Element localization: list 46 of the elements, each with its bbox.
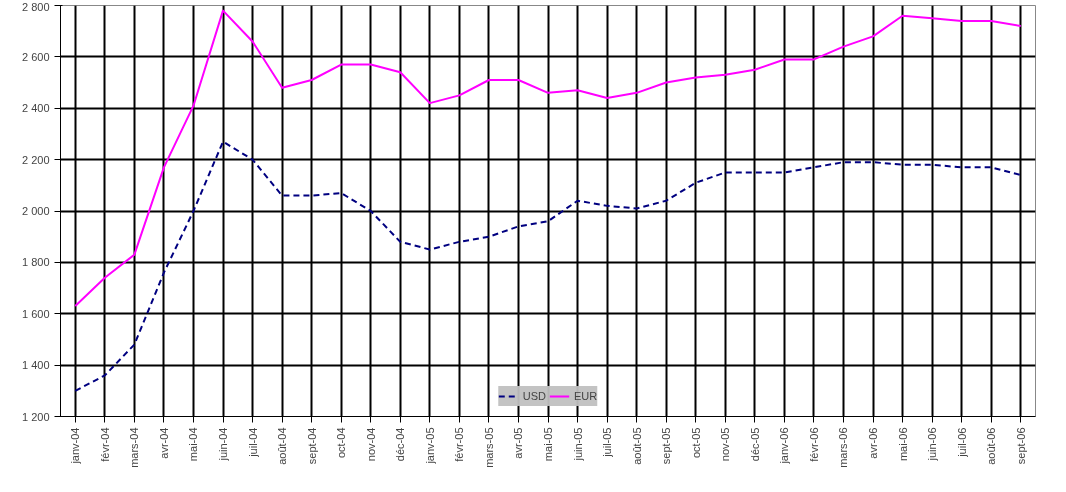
line-series xyxy=(74,140,1022,392)
y-tick-label: 2 000 xyxy=(21,205,50,217)
x-tick-label: janv-06 xyxy=(778,427,791,465)
x-tick-label: déc-04 xyxy=(394,427,407,462)
x-tick-label: mars-06 xyxy=(837,427,850,468)
x-tick-label: oct-05 xyxy=(689,427,702,459)
x-tick-label: janv-05 xyxy=(423,427,436,465)
legend-label: USD xyxy=(522,390,546,402)
x-tick-label: avr-04 xyxy=(157,427,170,459)
x-tick-label: sept-05 xyxy=(660,427,673,465)
y-tick-label: 1 600 xyxy=(21,307,50,320)
x-tick-label: juin-05 xyxy=(571,427,584,462)
x-tick-label: févr-05 xyxy=(453,427,466,462)
x-tick-label: mai-04 xyxy=(187,427,200,462)
x-tick-label: août-05 xyxy=(630,427,643,465)
legend-label: EUR xyxy=(574,390,598,402)
y-tick-label: 2 400 xyxy=(21,102,50,115)
x-tick-label: nov-04 xyxy=(364,427,377,462)
x-tick-label: févr-04 xyxy=(98,427,111,462)
x-tick-label: avr-05 xyxy=(512,427,525,459)
x-tick-label: mai-05 xyxy=(542,427,554,462)
y-tick-label: 1 400 xyxy=(21,359,50,372)
x-tick-label: févr-06 xyxy=(807,427,820,462)
x-tick-label: juil-06 xyxy=(955,427,968,458)
y-tick-label: 2 600 xyxy=(21,50,50,63)
x-tick-label: sept-06 xyxy=(1014,427,1027,465)
x-tick-label: avr-06 xyxy=(867,427,879,459)
x-tick-label: mars-05 xyxy=(482,427,495,468)
x-tick-label: juil-04 xyxy=(246,427,259,458)
x-tick-label: août-06 xyxy=(985,427,998,465)
x-tick-label: sept-04 xyxy=(305,427,318,465)
x-tick-label: juil-05 xyxy=(601,427,614,458)
x-tick-label: juin-04 xyxy=(217,427,229,462)
x-tick-label: oct-04 xyxy=(335,427,348,459)
y-tick-label: 2 800 xyxy=(21,0,50,13)
x-tick-label: janv-04 xyxy=(69,427,82,465)
x-tick-label: nov-05 xyxy=(719,427,732,462)
x-tick-label: déc-05 xyxy=(748,427,761,462)
y-tick-label: 1 200 xyxy=(21,410,50,423)
line-series xyxy=(74,9,1022,308)
x-tick-label: mai-06 xyxy=(896,427,909,462)
x-tick-label: août-04 xyxy=(276,427,289,465)
x-tick-label: mars-04 xyxy=(128,427,141,468)
x-tick-label: juin-06 xyxy=(926,427,939,462)
y-tick-label: 1 800 xyxy=(21,256,50,269)
y-tick-label: 2 200 xyxy=(21,153,50,166)
